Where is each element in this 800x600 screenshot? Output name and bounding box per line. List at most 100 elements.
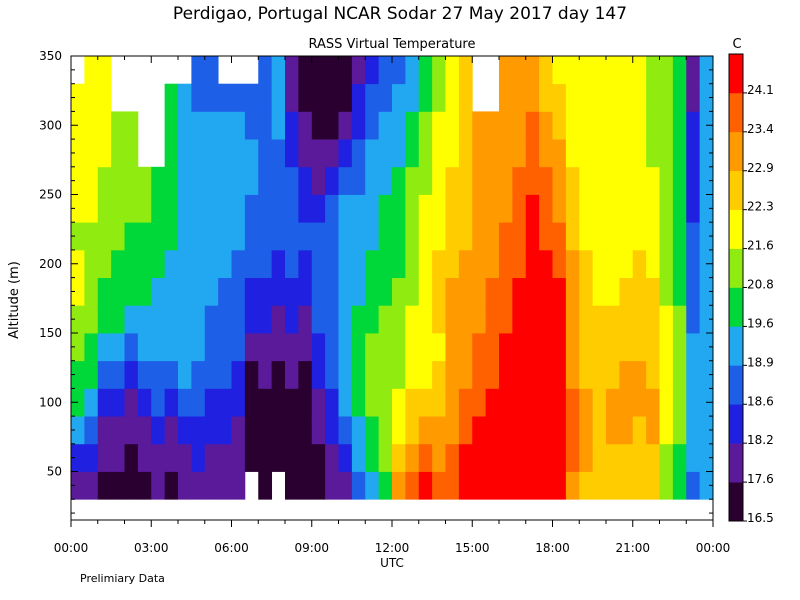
heatmap-cell bbox=[552, 388, 567, 417]
heatmap-cell bbox=[378, 443, 393, 472]
heatmap-cell bbox=[472, 443, 487, 472]
heatmap-cell bbox=[606, 139, 620, 168]
heatmap-cell bbox=[552, 111, 567, 140]
heatmap-cell bbox=[699, 222, 714, 251]
colorbar-swatch bbox=[729, 482, 743, 522]
heatmap-cell bbox=[271, 83, 286, 112]
heatmap-cell bbox=[351, 471, 366, 500]
heatmap-cell bbox=[418, 305, 433, 334]
heatmap-cell bbox=[71, 360, 85, 389]
heatmap-cell bbox=[646, 443, 660, 472]
heatmap-cell bbox=[579, 83, 594, 112]
heatmap-cell bbox=[392, 111, 406, 140]
heatmap-cell bbox=[218, 249, 232, 279]
heatmap-cell bbox=[512, 416, 527, 445]
heatmap-cell bbox=[672, 277, 687, 306]
heatmap-cell bbox=[512, 305, 527, 334]
heatmap-cell bbox=[218, 360, 232, 389]
heatmap-cell bbox=[686, 305, 701, 334]
heatmap-cell bbox=[111, 194, 125, 223]
heatmap-cell bbox=[231, 388, 246, 417]
heatmap-cell bbox=[218, 194, 232, 223]
heatmap-cell bbox=[378, 416, 393, 445]
heatmap-cell bbox=[592, 222, 607, 251]
heatmap-cell bbox=[445, 56, 460, 85]
y-tick-label: 200 bbox=[39, 257, 62, 271]
heatmap-cell bbox=[325, 305, 339, 334]
heatmap-cell bbox=[445, 249, 460, 279]
heatmap-cell bbox=[525, 388, 540, 417]
heatmap-cell bbox=[258, 83, 273, 112]
heatmap-cell bbox=[365, 83, 380, 112]
heatmap-cell bbox=[579, 360, 594, 389]
heatmap-cell bbox=[418, 443, 433, 472]
heatmap-cell bbox=[472, 277, 487, 306]
heatmap-cell bbox=[164, 443, 179, 472]
heatmap-cell bbox=[565, 222, 580, 251]
heatmap-cell bbox=[646, 388, 660, 417]
heatmap-cell bbox=[204, 333, 219, 362]
heatmap-cell bbox=[298, 443, 313, 472]
heatmap-cell bbox=[445, 139, 460, 168]
x-axis-label: UTC bbox=[380, 556, 404, 570]
heatmap-cell bbox=[539, 277, 553, 306]
heatmap-cell bbox=[499, 388, 513, 417]
heatmap-cell bbox=[325, 333, 339, 362]
heatmap-cell bbox=[258, 139, 273, 168]
heatmap-cell bbox=[619, 443, 634, 472]
heatmap-cell bbox=[699, 194, 714, 223]
heatmap-cell bbox=[137, 360, 152, 389]
chart-title: Perdigao, Portugal NCAR Sodar 27 May 201… bbox=[173, 4, 627, 24]
heatmap-cell bbox=[405, 111, 420, 140]
heatmap-cell bbox=[218, 471, 232, 500]
heatmap-cell bbox=[231, 305, 246, 334]
heatmap-cell bbox=[392, 277, 406, 306]
heatmap-cell bbox=[244, 388, 259, 417]
heatmap-cell bbox=[579, 222, 594, 251]
heatmap-cell bbox=[71, 139, 85, 168]
heatmap-cell bbox=[619, 56, 634, 85]
heatmap-cell bbox=[124, 443, 139, 472]
heatmap-cell bbox=[258, 166, 273, 195]
heatmap-cell bbox=[204, 277, 219, 306]
heatmap-cell bbox=[418, 471, 433, 500]
heatmap-cell bbox=[606, 277, 620, 306]
heatmap-cell bbox=[485, 360, 500, 389]
heatmap-cell bbox=[405, 249, 420, 279]
heatmap-cell bbox=[646, 56, 660, 85]
heatmap-cell bbox=[378, 277, 393, 306]
colorbar-swatch bbox=[729, 170, 743, 210]
heatmap-cell bbox=[565, 56, 580, 85]
heatmap-cell bbox=[298, 360, 313, 389]
heatmap-cell bbox=[392, 443, 406, 472]
heatmap-cell bbox=[338, 416, 353, 445]
heatmap-cell bbox=[579, 249, 594, 279]
heatmap-cell bbox=[499, 443, 513, 472]
heatmap-cell bbox=[378, 305, 393, 334]
heatmap-cell bbox=[137, 416, 152, 445]
heatmap-cell bbox=[178, 222, 192, 251]
heatmap-cell bbox=[338, 56, 353, 85]
heatmap-cell bbox=[592, 305, 607, 334]
heatmap-cell bbox=[458, 416, 473, 445]
heatmap-cell bbox=[499, 194, 513, 223]
heatmap-cell bbox=[204, 83, 219, 112]
heatmap-cell bbox=[365, 443, 380, 472]
colorbar-swatch bbox=[729, 131, 743, 172]
heatmap-cell bbox=[592, 277, 607, 306]
heatmap-cell bbox=[365, 277, 380, 306]
heatmap-cell bbox=[392, 194, 406, 223]
heatmap-cell bbox=[632, 305, 647, 334]
heatmap-cell bbox=[672, 111, 687, 140]
heatmap-cell bbox=[338, 388, 353, 417]
heatmap-cell bbox=[552, 249, 567, 279]
heatmap-cell bbox=[632, 471, 647, 500]
x-tick-label: 00:00 bbox=[54, 541, 89, 555]
colorbar-swatch bbox=[729, 248, 743, 288]
heatmap-cell bbox=[579, 194, 594, 223]
heatmap-cell bbox=[646, 416, 660, 445]
colorbar-level-label: 20.8 bbox=[747, 278, 774, 292]
heatmap-cell bbox=[204, 360, 219, 389]
heatmap-cell bbox=[338, 111, 353, 140]
heatmap-cell bbox=[552, 277, 567, 306]
